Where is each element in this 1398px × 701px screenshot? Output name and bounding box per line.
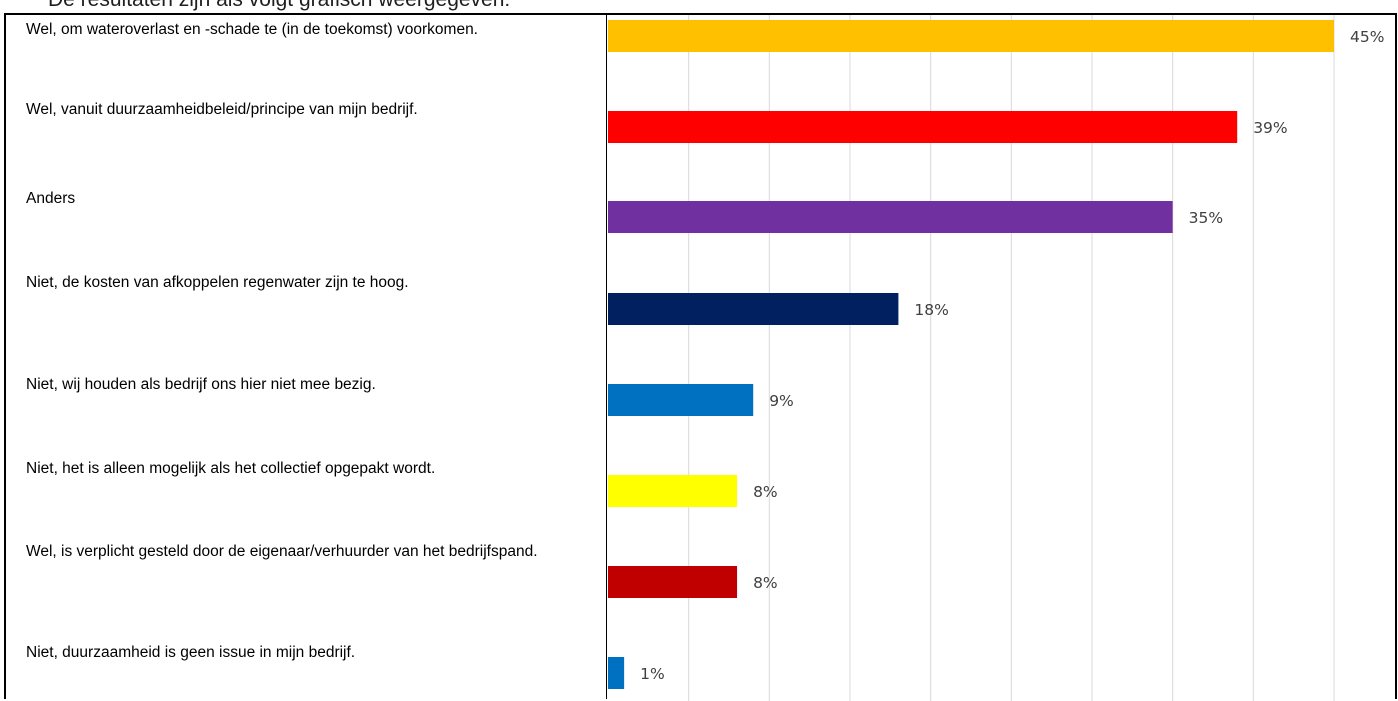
bar-8 [608,657,624,689]
value-label-7: 8% [753,574,778,592]
bar-4 [608,293,898,325]
bar-1 [608,20,1334,52]
bar-2 [608,111,1237,143]
bar-6 [608,475,737,507]
bar-3 [608,201,1173,233]
bar-5 [608,384,753,416]
bar-chart-plot: 45% 39% 35% 18% 9% 8% 8% 1% [6,15,1398,701]
chart-frame: Wel, om wateroverlast en -schade te (in … [4,13,1397,699]
value-label-6: 8% [753,483,778,501]
value-label-3: 35% [1189,209,1223,227]
value-label-8: 1% [640,665,665,683]
value-label-2: 39% [1253,119,1287,137]
value-label-1: 45% [1350,28,1384,46]
bar-7 [608,566,737,598]
intro-text: De resultaten zijn als volgt grafisch we… [48,0,510,12]
bars [608,20,1334,689]
value-label-4: 18% [914,301,948,319]
value-label-5: 9% [769,392,794,410]
